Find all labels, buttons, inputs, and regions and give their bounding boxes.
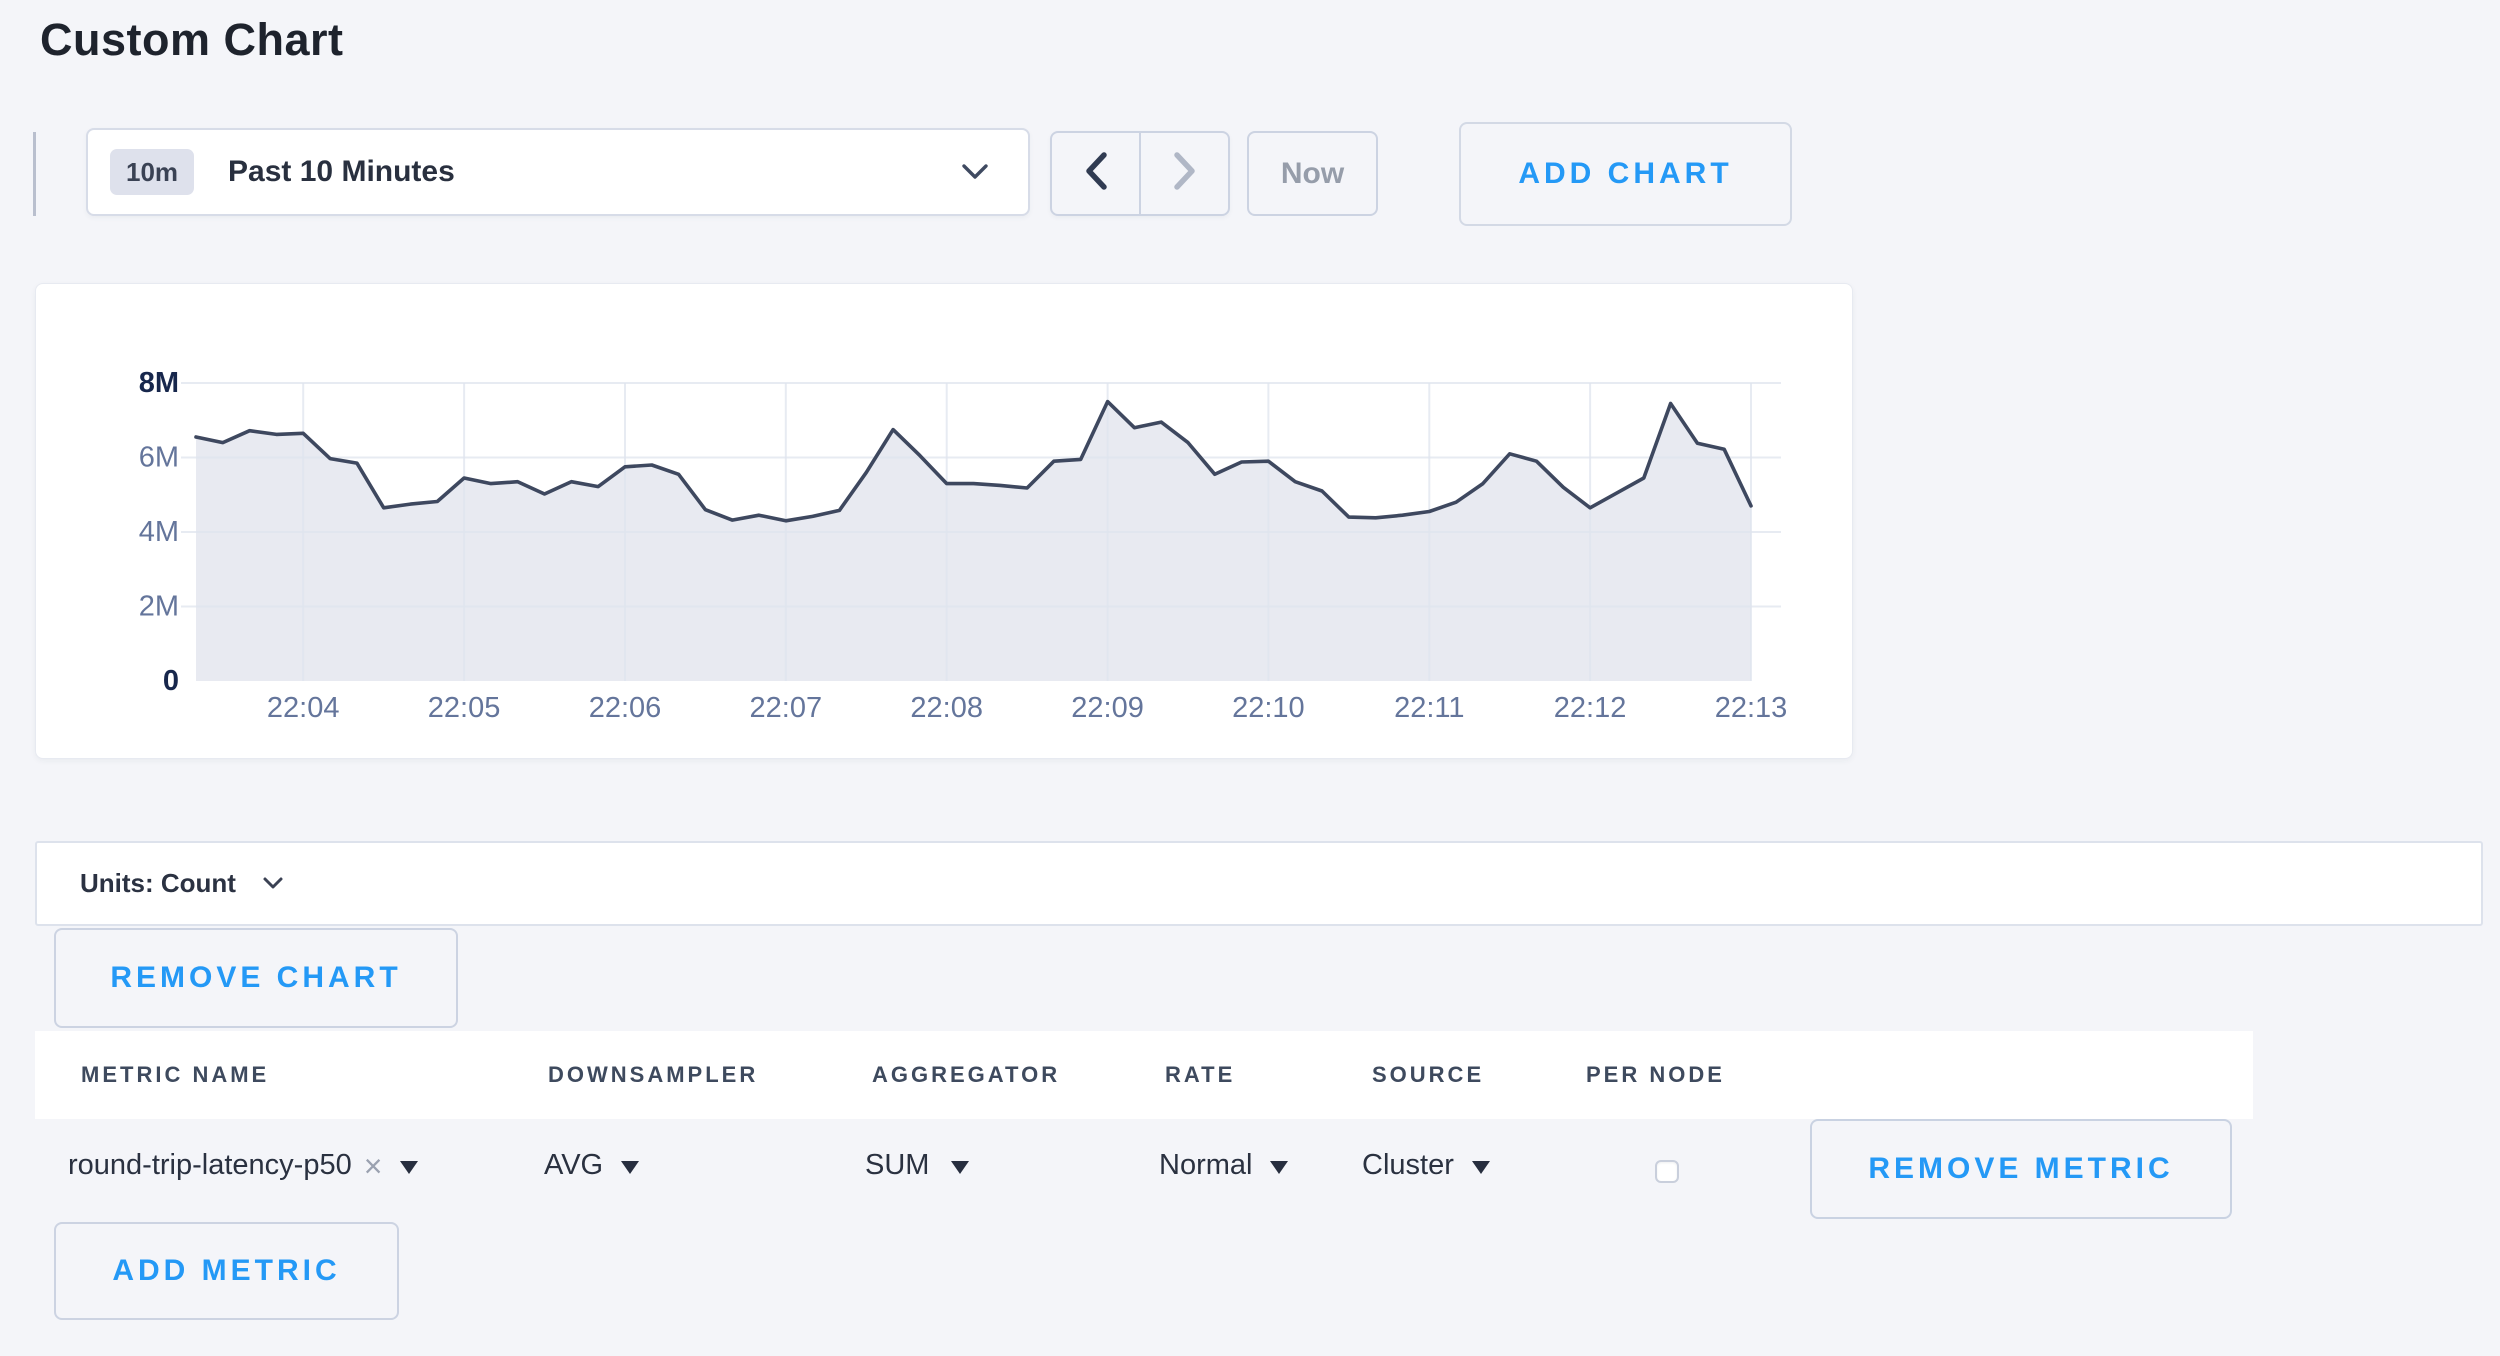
metrics-table-header: METRIC NAME DOWNSAMPLER AGGREGATOR RATE … <box>35 1031 2253 1119</box>
col-header-source: SOURCE <box>1372 1062 1485 1087</box>
aggregator-dropdown[interactable]: SUM <box>865 1149 970 1182</box>
now-button[interactable]: Now <box>1247 131 1378 216</box>
caret-down-icon <box>951 1161 970 1174</box>
time-back-button[interactable] <box>1052 133 1139 214</box>
col-header-aggregator: AGGREGATOR <box>872 1062 1061 1087</box>
caret-down-icon <box>1471 1161 1490 1174</box>
svg-text:22:08: 22:08 <box>910 692 983 724</box>
svg-text:6M: 6M <box>139 442 179 474</box>
time-window-badge: 10m <box>110 149 195 195</box>
remove-metric-label: REMOVE METRIC <box>1868 1152 2174 1185</box>
remove-chart-button[interactable]: REMOVE CHART <box>54 928 458 1028</box>
rate-value: Normal <box>1159 1149 1253 1181</box>
svg-text:2M: 2M <box>139 591 179 623</box>
caret-down-icon <box>621 1161 640 1174</box>
col-header-per-node: PER NODE <box>1586 1062 1725 1087</box>
svg-text:22:05: 22:05 <box>428 692 501 724</box>
svg-text:22:09: 22:09 <box>1071 692 1144 724</box>
aggregator-value: SUM <box>865 1149 930 1181</box>
col-header-metric-name: METRIC NAME <box>81 1062 270 1087</box>
col-header-downsampler: DOWNSAMPLER <box>548 1062 759 1087</box>
now-button-label: Now <box>1280 156 1345 190</box>
source-value: Cluster <box>1362 1149 1454 1181</box>
chevron-down-icon <box>960 162 990 182</box>
chevron-right-icon <box>1172 151 1198 196</box>
svg-text:4M: 4M <box>139 516 179 548</box>
clear-metric-icon[interactable]: × <box>363 1147 383 1184</box>
page-title: Custom Chart <box>40 14 344 65</box>
downsampler-dropdown[interactable]: AVG <box>544 1149 640 1182</box>
add-metric-label: ADD METRIC <box>112 1254 341 1287</box>
svg-text:22:12: 22:12 <box>1554 692 1627 724</box>
chevron-down-icon <box>262 876 284 891</box>
col-header-rate: RATE <box>1165 1062 1236 1087</box>
svg-text:22:06: 22:06 <box>589 692 662 724</box>
time-window-label: Past 10 Minutes <box>228 155 455 188</box>
units-select-label: Units: Count <box>80 868 236 898</box>
chevron-left-icon <box>1083 151 1109 196</box>
add-chart-button[interactable]: ADD CHART <box>1459 122 1792 226</box>
remove-metric-button[interactable]: REMOVE METRIC <box>1810 1119 2232 1219</box>
downsampler-value: AVG <box>544 1149 604 1181</box>
chart-card: 0 2M 4M 6M 8M 22:04 22:05 22:06 22:07 22:08 22:09 2… <box>35 283 1853 759</box>
toolbar-divider <box>33 132 36 216</box>
svg-text:22:11: 22:11 <box>1394 692 1464 724</box>
rate-dropdown[interactable]: Normal <box>1159 1149 1289 1182</box>
svg-text:22:13: 22:13 <box>1715 692 1788 724</box>
time-forward-button[interactable] <box>1139 133 1228 214</box>
metric-name-dropdown[interactable]: round-trip-latency-p50 × <box>68 1147 419 1184</box>
time-nav-group <box>1050 131 1230 216</box>
svg-text:22:10: 22:10 <box>1232 692 1305 724</box>
add-metric-button[interactable]: ADD METRIC <box>54 1222 399 1320</box>
metric-name-value: round-trip-latency-p50 <box>68 1149 352 1181</box>
units-select[interactable]: Units: Count <box>35 841 2483 926</box>
caret-down-icon <box>1270 1161 1289 1174</box>
custom-chart[interactable]: 0 2M 4M 6M 8M 22:04 22:05 22:06 22:07 22:08 22:09 2… <box>36 284 1852 758</box>
add-chart-label: ADD CHART <box>1518 157 1733 190</box>
svg-text:8M: 8M <box>139 367 179 399</box>
source-dropdown[interactable]: Cluster <box>1362 1149 1490 1182</box>
svg-text:22:07: 22:07 <box>750 692 823 724</box>
remove-chart-label: REMOVE CHART <box>110 961 402 994</box>
svg-text:22:04: 22:04 <box>267 692 340 724</box>
per-node-checkbox[interactable] <box>1655 1160 1679 1183</box>
time-window-select[interactable]: 10m Past 10 Minutes <box>86 128 1030 216</box>
caret-down-icon <box>400 1161 419 1174</box>
svg-text:0: 0 <box>163 665 179 697</box>
